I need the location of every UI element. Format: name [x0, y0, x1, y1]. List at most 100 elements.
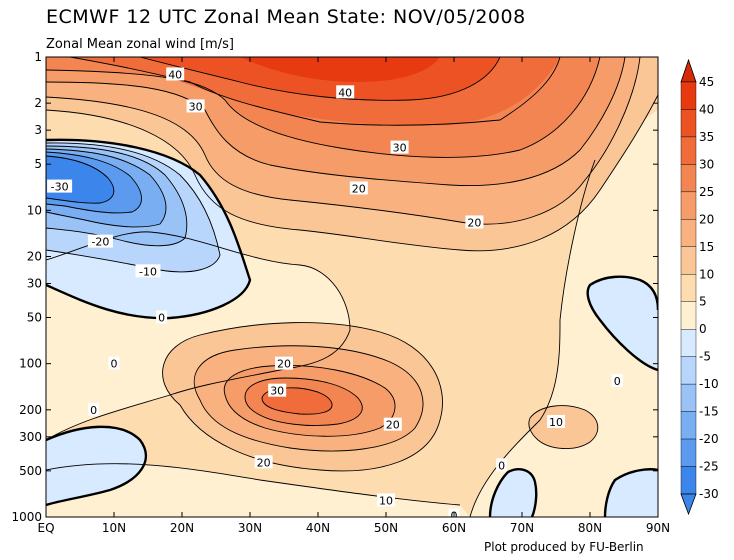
- field-0-5-surface: [46, 463, 470, 517]
- colorbar-swatch: [680, 356, 697, 385]
- colorbar-label: -10: [699, 377, 719, 391]
- chart-title: ECMWF 12 UTC Zonal Mean State: NOV/05/20…: [46, 6, 526, 28]
- colorbar-bottom-arrow: [680, 493, 697, 516]
- x-tick-label: EQ: [37, 521, 54, 535]
- contour-label-bg: [135, 264, 161, 278]
- contour-label-bg: [88, 402, 100, 416]
- contour-label-bg: [349, 181, 368, 195]
- contour-label: 10: [379, 494, 393, 507]
- colorbar-label: 20: [699, 212, 714, 226]
- field-40-45: [240, 57, 440, 82]
- y-tick-label: 500: [19, 464, 42, 478]
- contour-label: 40: [168, 68, 182, 81]
- contour-label: 20: [257, 456, 271, 469]
- colorbar-label: -20: [699, 432, 719, 446]
- contour-label: 0: [158, 312, 165, 325]
- contour-label-bg: [108, 356, 120, 370]
- contour-label-bg: [254, 455, 273, 469]
- contour-label-bg: [166, 67, 185, 81]
- colorbar-label: 35: [699, 130, 714, 144]
- x-tick-label: 60N: [442, 521, 466, 535]
- contour-label: 20: [467, 216, 481, 229]
- x-tick-label: 20N: [170, 521, 194, 535]
- y-tick-label: 20: [27, 249, 42, 263]
- colorbar-swatch: [680, 81, 697, 110]
- contour-label-bg: [390, 140, 409, 154]
- contour-label-bg: [383, 417, 402, 431]
- y-tick-label: 100: [19, 357, 42, 371]
- contour-label: 10: [549, 416, 563, 429]
- contour-label-bg: [547, 414, 565, 428]
- y-tick-label: 300: [19, 430, 42, 444]
- contour-label: -20: [91, 236, 109, 249]
- x-tick-label: 50N: [374, 521, 398, 535]
- contour-label: 0: [111, 358, 118, 371]
- y-tick-label: 200: [19, 403, 42, 417]
- colorbar-swatch: [680, 411, 697, 440]
- y-tick-label: 50: [27, 311, 42, 325]
- x-tick-label: 90N: [646, 521, 670, 535]
- contour-label: 30: [393, 142, 407, 155]
- colorbar-label: -25: [699, 460, 719, 474]
- colorbar-label: 25: [699, 185, 714, 199]
- x-tick-label: 30N: [238, 521, 262, 535]
- y-tick-label: 5: [34, 157, 42, 171]
- contour-label: 30: [189, 100, 203, 113]
- x-tick-label: 10N: [102, 521, 126, 535]
- colorbar-swatch: [680, 466, 697, 495]
- contour-label: 0: [90, 404, 97, 417]
- colorbar-swatch: [680, 191, 697, 220]
- contour-label-bg: [496, 458, 508, 472]
- contour-label: 20: [386, 419, 400, 432]
- colorbar-label: 30: [699, 157, 714, 171]
- colorbar-label: -15: [699, 405, 719, 419]
- colorbar-swatch: [680, 301, 697, 330]
- contour-label: 0: [498, 459, 505, 472]
- contour-label-bg: [268, 383, 287, 397]
- y-tick-label: 3: [34, 123, 42, 137]
- field-0-5-high-lat: [470, 110, 658, 517]
- contour-label-bg: [336, 85, 355, 99]
- colorbar-swatch: [680, 438, 697, 467]
- colorbar-label: 15: [699, 240, 714, 254]
- x-tick-label: 40N: [306, 521, 330, 535]
- x-tick-label: 80N: [578, 521, 602, 535]
- field-neg-polar: [587, 276, 658, 370]
- colorbar-label: -5: [699, 350, 711, 364]
- x-axis: EQ 10N 20N 30N 40N 50N 60N 70N 80N 90N: [37, 57, 670, 535]
- x-tick-label: 70N: [510, 521, 534, 535]
- colorbar-swatch: [680, 329, 697, 357]
- contour-label: 40: [338, 86, 352, 99]
- contour-label-bg: [87, 234, 113, 248]
- contour-label-bg: [275, 356, 293, 370]
- y-tick-label: 30: [27, 276, 42, 290]
- contour-label-bg: [377, 493, 395, 507]
- colorbar-label: 0: [699, 322, 707, 336]
- field-neg-sfc-polar-2: [605, 469, 658, 517]
- y-tick-label: 1000: [11, 510, 42, 524]
- contour-label: -10: [139, 265, 157, 278]
- colorbar-swatch: [680, 164, 697, 193]
- colorbar-label: 5: [699, 295, 707, 309]
- colorbar-swatch: [680, 109, 697, 138]
- colorbar-label: -30: [699, 487, 719, 501]
- contour-label: 30: [270, 385, 284, 398]
- contour-label: 20: [352, 182, 366, 195]
- plot-credit: Plot produced by FU-Berlin: [484, 540, 644, 554]
- colorbar-swatch: [680, 383, 697, 412]
- contour-label-bg: [47, 179, 73, 193]
- colorbar-swatch: [680, 219, 697, 247]
- y-tick-label: 2: [34, 96, 42, 110]
- contour-label-bg: [611, 374, 623, 388]
- plot-frame: [45, 56, 659, 518]
- colorbar-swatch: [680, 136, 697, 165]
- zero-contours: [46, 138, 658, 517]
- colorbar-swatch: [680, 246, 697, 275]
- colorbar-label: 40: [699, 102, 714, 116]
- contour-label: -30: [51, 181, 69, 194]
- contour-label: 0: [614, 375, 621, 388]
- chart-subtitle: Zonal Mean zonal wind [m/s]: [46, 37, 234, 52]
- colorbar-label: 10: [699, 267, 714, 281]
